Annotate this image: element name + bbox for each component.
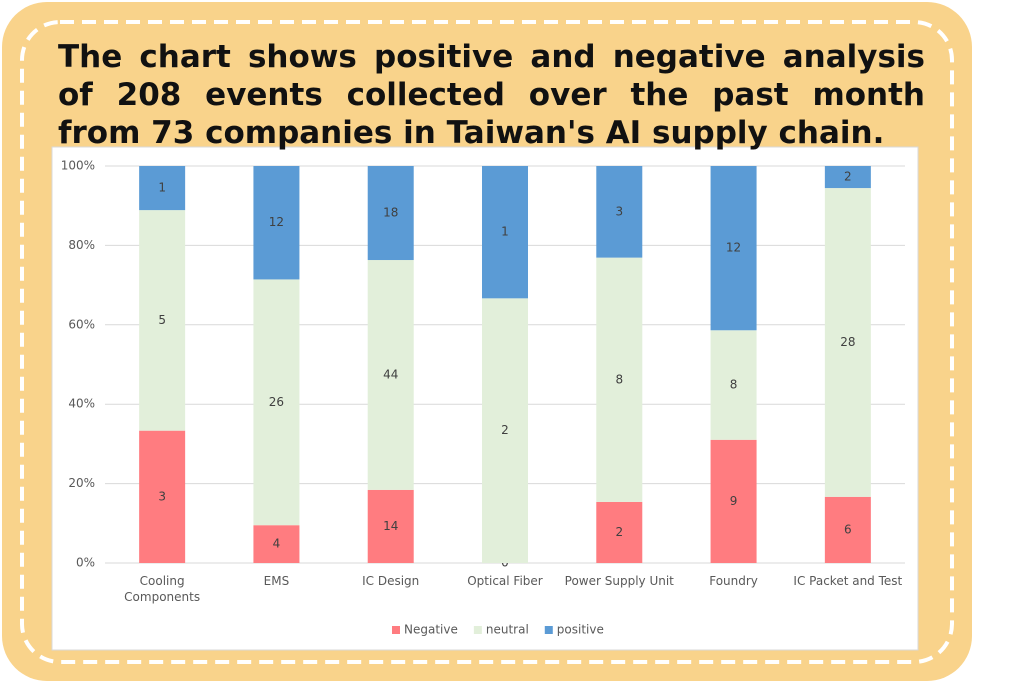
data-label: 28: [840, 335, 855, 349]
bar-segment: [139, 166, 186, 211]
legend-label: positive: [557, 623, 604, 637]
bar-segment: [367, 489, 414, 563]
bar-segment: [596, 501, 643, 563]
data-label: 1: [501, 225, 509, 239]
legend-swatch: [544, 626, 553, 634]
bar-segment: [367, 260, 414, 490]
data-label: 26: [269, 395, 284, 409]
y-tick-label: 60%: [68, 317, 95, 331]
bar-segment: [824, 496, 871, 563]
bar-segment: [710, 166, 757, 331]
x-tick-label: Foundry: [709, 574, 758, 588]
bar-segment: [139, 430, 186, 563]
y-tick-label: 40%: [68, 397, 95, 411]
data-label: 2: [501, 423, 509, 437]
data-label: 2: [615, 525, 623, 539]
data-label: 14: [383, 519, 398, 533]
y-tick-label: 100%: [61, 159, 95, 173]
x-tick-label: EMS: [263, 574, 290, 588]
data-label: 1: [158, 181, 166, 195]
bar-segment: [367, 166, 414, 261]
bar-segment: [482, 166, 528, 299]
bar-segment: [139, 210, 186, 431]
data-label: 3: [615, 204, 623, 218]
data-label: 3: [158, 489, 166, 503]
legend-label: neutral: [486, 623, 529, 637]
data-label: 12: [726, 241, 741, 255]
legend-swatch: [473, 626, 482, 634]
y-tick-label: 0%: [76, 556, 95, 570]
chart-title: The chart shows positive and negative an…: [58, 39, 925, 151]
bar-segment: [596, 166, 643, 258]
bar-segment: [824, 166, 871, 189]
bar-segment: [482, 298, 528, 563]
dashed-border: [20, 20, 954, 664]
bar-segment: [596, 257, 643, 502]
bar-segment: [710, 330, 757, 440]
data-label: 8: [730, 378, 738, 392]
x-tick-label: Power Supply Unit: [564, 574, 674, 588]
bar-segment: [710, 439, 757, 563]
bar-segment: [253, 166, 300, 280]
x-tick-label: IC Design: [362, 574, 420, 588]
data-label: 2: [844, 170, 852, 184]
bar-segment: [253, 279, 300, 526]
y-tick-label: 80%: [68, 238, 95, 252]
x-tick-label: Cooling Components: [124, 574, 201, 604]
legend-swatch: [392, 626, 400, 634]
y-tick-label: 20%: [68, 476, 95, 490]
data-label: 6: [844, 522, 852, 536]
legend-label: Negative: [404, 623, 458, 637]
data-label: 5: [158, 313, 166, 327]
data-label: 44: [383, 367, 398, 381]
x-tick-label: Optical Fiber: [467, 574, 543, 588]
data-label: 4: [273, 537, 281, 551]
x-tick-label: IC Packet and Test: [793, 574, 903, 588]
data-label: 18: [383, 206, 398, 220]
data-label: 9: [730, 494, 738, 508]
data-label: 12: [269, 215, 284, 229]
bar-segment: [253, 525, 300, 563]
data-label: 8: [615, 372, 623, 386]
bar-segment: [824, 188, 871, 497]
